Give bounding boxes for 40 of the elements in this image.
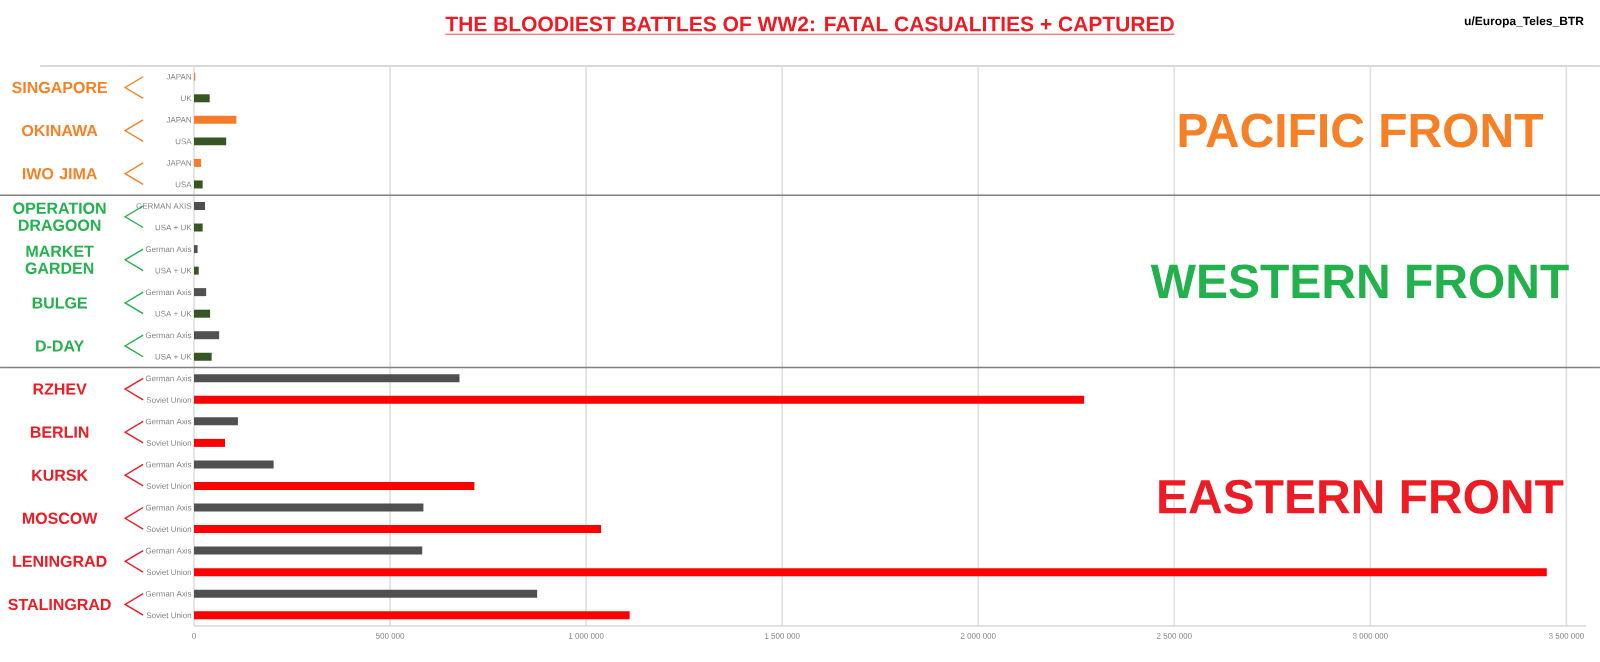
bar: [194, 438, 225, 447]
bar: [194, 309, 211, 318]
text: MOSCOW: [22, 512, 98, 524]
bar: [194, 352, 212, 361]
bar: [194, 201, 205, 210]
text: D-DAY: [36, 340, 84, 352]
chart-title: THE BLOODIEST BATTLES OF WW2: FATAL CASUALITIES + CAPTURED: [445, 16, 1174, 32]
bar: [194, 115, 237, 124]
bar: [194, 503, 424, 512]
bar: [194, 611, 630, 620]
bar: [194, 395, 1085, 404]
bar: [194, 137, 227, 146]
bar: [194, 288, 207, 297]
bar: [194, 417, 238, 426]
bar: [194, 374, 460, 383]
text: OKINAWA: [22, 124, 98, 137]
bar: [194, 525, 602, 534]
text: RZHEV: [33, 383, 87, 395]
bar: [194, 568, 1547, 577]
text: LENINGRAD: [13, 555, 107, 568]
bar: [194, 589, 538, 598]
bar: [194, 223, 203, 232]
text: MARKET GARDEN: [25, 245, 94, 274]
bar: [194, 460, 274, 469]
text: BERLIN: [30, 426, 89, 438]
text: STALINGRAD: [8, 598, 111, 611]
text: BULGE: [32, 297, 87, 309]
bar: [194, 481, 475, 490]
bar: [194, 331, 220, 340]
bar: [194, 180, 203, 189]
annotation: PACIFIC FRONT: [1179, 113, 1543, 148]
bar: [194, 546, 423, 555]
text: OPERATION DRAGOON: [13, 202, 106, 231]
annotation: EASTERN FRONT: [1159, 479, 1564, 514]
text: IWO JIMA: [22, 168, 97, 180]
text: KURSK: [32, 469, 88, 481]
annotation: WESTERN FRONT: [1150, 264, 1569, 299]
bar: [194, 158, 202, 167]
bar: [194, 94, 210, 103]
text: SINGAPORE: [12, 81, 107, 94]
